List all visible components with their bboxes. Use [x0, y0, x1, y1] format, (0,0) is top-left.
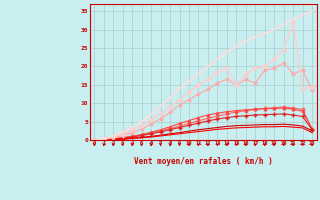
X-axis label: Vent moyen/en rafales ( km/h ): Vent moyen/en rafales ( km/h )	[134, 157, 273, 166]
